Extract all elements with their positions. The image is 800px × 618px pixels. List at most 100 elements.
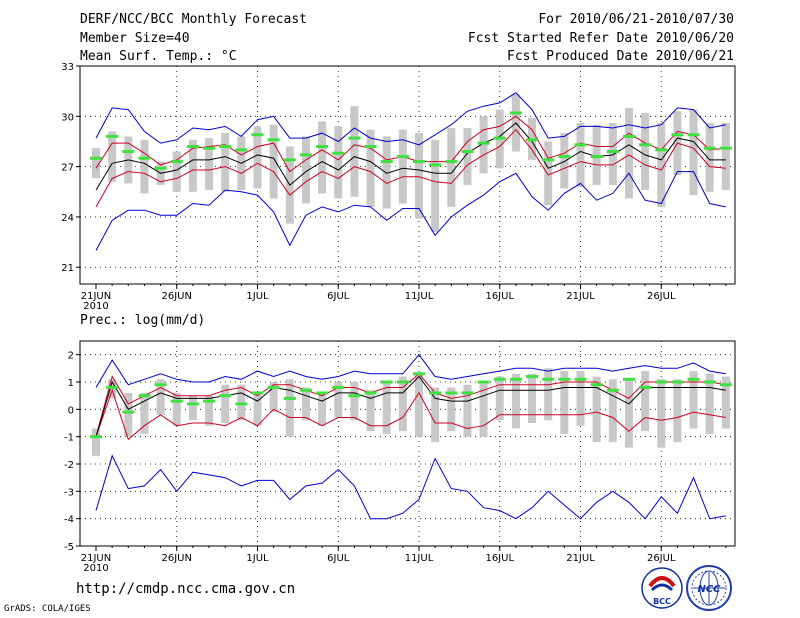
- median-marker: [332, 151, 345, 155]
- y-tick-label: 27: [61, 163, 74, 174]
- median-marker: [219, 144, 232, 148]
- median-marker: [639, 143, 652, 147]
- median-marker: [154, 383, 167, 387]
- y-tick-label: 33: [61, 62, 74, 73]
- spread-box: [705, 373, 714, 434]
- median-marker: [219, 394, 232, 398]
- plot-frame: [79, 340, 736, 547]
- x-tick-label: 21JUL: [566, 291, 595, 302]
- median-marker: [106, 385, 119, 389]
- median-marker: [396, 155, 409, 159]
- median-marker: [396, 380, 409, 384]
- y-tick-label: 24: [61, 213, 74, 224]
- bcc-logo-text: BCC: [653, 597, 671, 606]
- x-tick-label: 26JUL: [647, 553, 676, 564]
- max-line: [95, 353, 726, 388]
- median-marker: [413, 372, 425, 376]
- x-tick-label: 26JUN: [162, 291, 192, 302]
- spread-box: [334, 382, 343, 418]
- median-marker: [590, 155, 603, 159]
- spread-box: [172, 392, 181, 426]
- median-marker: [429, 391, 442, 395]
- median-marker: [493, 377, 506, 381]
- median-marker: [332, 385, 345, 389]
- median-marker: [606, 388, 619, 392]
- median-marker: [639, 385, 652, 389]
- spread-box: [269, 382, 278, 413]
- member-size: Member Size=40: [80, 31, 190, 46]
- median-marker: [364, 391, 377, 395]
- median-marker: [122, 410, 135, 414]
- spread-box: [463, 128, 472, 186]
- spread-box: [641, 371, 650, 432]
- spread-box: [560, 133, 569, 189]
- median-marker: [267, 138, 280, 142]
- spread-box: [366, 129, 375, 207]
- y-tick-label: 30: [61, 112, 74, 123]
- spread-box: [188, 395, 197, 421]
- median-marker: [703, 380, 716, 384]
- median-marker: [461, 150, 474, 154]
- max-line: [95, 92, 726, 146]
- median-marker: [90, 156, 102, 160]
- spread-box: [560, 371, 569, 434]
- spread-box: [431, 139, 440, 233]
- x-tick-label: 6JUL: [327, 553, 350, 564]
- spread-box: [415, 373, 423, 437]
- spread-box: [721, 376, 730, 429]
- median-marker: [703, 146, 716, 150]
- forecast-period: For 2010/06/21-2010/07/30: [538, 12, 734, 27]
- median-marker: [687, 377, 700, 381]
- refer-date: Fcst Started Refer Date 2010/06/20: [467, 31, 734, 46]
- spread-box: [253, 392, 262, 426]
- spread-box: [431, 387, 440, 443]
- spread-box: [415, 133, 423, 219]
- min-line: [95, 171, 726, 251]
- upper-line: [95, 373, 726, 437]
- y-tick-label: -3: [64, 487, 74, 498]
- spread-box: [253, 126, 262, 189]
- spread-box: [657, 379, 666, 448]
- median-marker: [235, 402, 248, 406]
- lower-line: [95, 388, 726, 441]
- chart-title: DERF/NCC/BCC Monthly Forecast: [80, 12, 307, 27]
- median-marker: [267, 385, 280, 389]
- ncc-logo-text: NCC: [697, 584, 721, 595]
- median-marker: [671, 380, 684, 384]
- median-marker: [574, 143, 587, 147]
- spread-box: [205, 395, 214, 426]
- upper-line: [95, 115, 726, 173]
- spread-box: [641, 112, 650, 191]
- spread-box: [382, 136, 391, 209]
- spread-box: [576, 371, 585, 426]
- y-tick-label: 21: [61, 263, 74, 274]
- spread-box: [608, 123, 617, 186]
- spread-box: [398, 129, 407, 204]
- spread-box: [657, 123, 666, 207]
- y-tick-label: -1: [64, 433, 74, 444]
- spread-box: [334, 126, 343, 199]
- spread-box: [624, 379, 633, 448]
- y-tick-label: 0: [68, 405, 74, 416]
- median-marker: [719, 146, 732, 150]
- median-marker: [122, 150, 135, 154]
- median-marker: [590, 383, 603, 387]
- x-tick-label: 26JUL: [647, 291, 676, 302]
- y-tick-label: -5: [64, 542, 74, 553]
- median-marker: [170, 399, 183, 403]
- y-tick-label: 2: [68, 351, 74, 362]
- produced-date: Fcst Produced Date 2010/06/21: [507, 49, 734, 64]
- x-tick-label: 21JUN: [81, 553, 111, 564]
- mean-line: [95, 375, 726, 437]
- median-marker: [461, 391, 474, 395]
- x-tick-label: 21JUN: [81, 291, 111, 302]
- min-line: [95, 454, 726, 520]
- median-marker: [186, 402, 199, 406]
- bcc-logo: BCC: [641, 567, 683, 609]
- median-marker: [542, 158, 555, 162]
- median-marker: [655, 380, 668, 384]
- spread-box: [205, 138, 214, 191]
- median-marker: [106, 134, 119, 138]
